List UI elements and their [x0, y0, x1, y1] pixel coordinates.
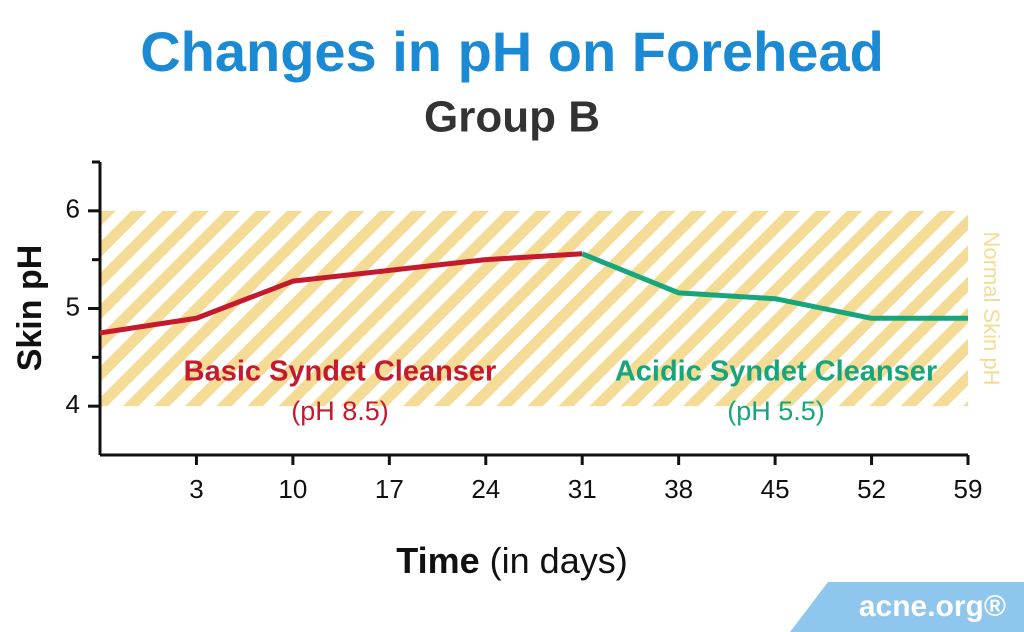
- x-axis-label-main: Time: [396, 540, 479, 581]
- brand: acne.org®: [859, 590, 1006, 623]
- x-tick-label: 52: [857, 474, 886, 504]
- series-note: (pH 8.5): [291, 396, 389, 426]
- x-tick-label: 17: [375, 474, 404, 504]
- series-note: (pH 5.5): [727, 396, 825, 426]
- series-name: Basic Syndet Cleanser: [184, 356, 497, 388]
- brand-badge: [790, 582, 1024, 632]
- x-axis-label-note: (in days): [490, 540, 628, 581]
- x-tick-label: 38: [664, 474, 693, 504]
- y-axis-label: Skin pH: [11, 245, 49, 372]
- band-label: Normal Skin pH: [979, 231, 1004, 385]
- series-line: [99, 251, 583, 336]
- chart-subtitle: Group B: [424, 93, 600, 142]
- x-tick-label: 10: [278, 474, 307, 504]
- x-tick-label: 59: [954, 474, 983, 504]
- y-tick-label: 5: [66, 291, 80, 321]
- series-name: Acidic Syndet Cleanser: [615, 356, 937, 388]
- x-tick-label: 24: [471, 474, 500, 504]
- y-tick-label: 6: [66, 194, 80, 224]
- chart-title: Changes in pH on Forehead: [140, 20, 884, 83]
- x-tick-label: 45: [761, 474, 790, 504]
- x-tick-label: 3: [189, 474, 203, 504]
- x-tick-label: 31: [568, 474, 597, 504]
- y-tick-label: 4: [66, 389, 80, 419]
- x-axis-label: Time (in days): [396, 540, 627, 581]
- series-line: [581, 251, 968, 321]
